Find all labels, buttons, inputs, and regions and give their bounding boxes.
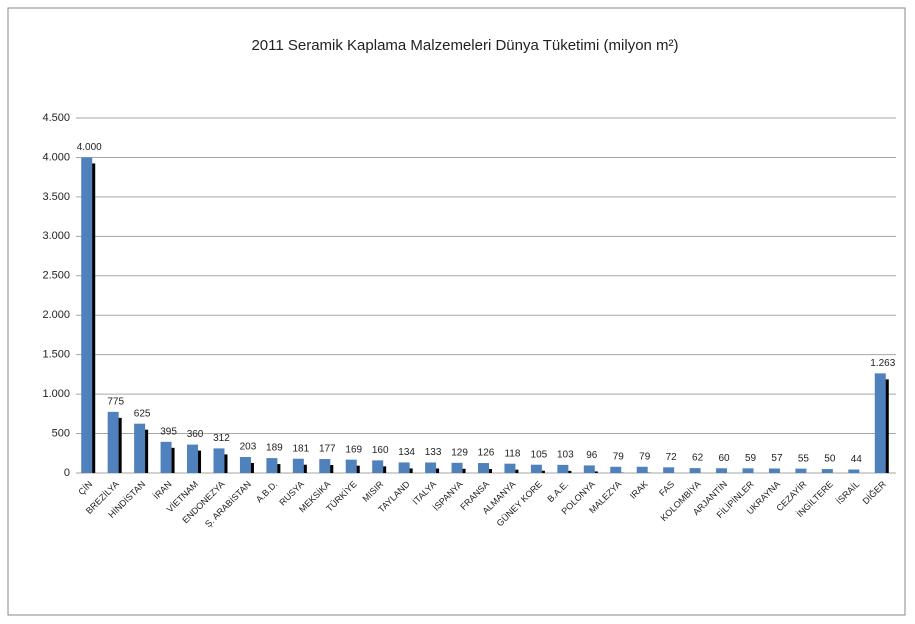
value-label: 1.263	[870, 358, 895, 369]
value-label: 103	[557, 450, 574, 461]
bar	[663, 467, 675, 473]
value-label: 395	[160, 426, 177, 437]
value-label: 57	[771, 453, 783, 464]
bar	[213, 448, 225, 473]
value-label: 118	[504, 448, 520, 459]
value-label: 44	[851, 454, 863, 465]
value-label: 160	[372, 445, 389, 456]
bar	[583, 465, 595, 473]
bar	[319, 459, 331, 473]
bar	[81, 157, 93, 473]
value-label: 105	[531, 449, 548, 460]
bar	[742, 468, 754, 473]
value-label: 62	[692, 453, 704, 464]
value-label: 177	[319, 444, 336, 455]
value-label: 72	[666, 452, 678, 463]
bar	[557, 464, 569, 473]
value-label: 96	[586, 450, 598, 461]
bar	[425, 462, 437, 473]
value-label: 312	[213, 433, 230, 444]
bar	[239, 456, 251, 473]
bar	[187, 444, 199, 473]
value-label: 625	[134, 408, 151, 419]
value-label: 133	[425, 447, 442, 458]
value-label: 181	[292, 443, 309, 454]
y-tick-label: 2.000	[42, 309, 70, 321]
bar	[345, 459, 357, 473]
value-label: 50	[824, 454, 836, 465]
value-label: 79	[613, 451, 625, 462]
y-tick-label: 3.500	[42, 191, 70, 203]
bar	[848, 469, 860, 473]
value-label: 4.000	[77, 142, 102, 153]
bar	[451, 462, 463, 473]
value-label: 59	[745, 453, 757, 464]
value-label: 360	[187, 429, 204, 440]
y-tick-label: 0	[64, 467, 70, 479]
y-tick-label: 3.000	[42, 230, 70, 242]
bar	[398, 462, 410, 473]
bar	[795, 468, 807, 473]
value-label: 169	[345, 444, 362, 455]
value-label: 126	[478, 448, 495, 459]
value-label: 79	[639, 451, 651, 462]
bar	[530, 464, 542, 473]
bar	[689, 468, 701, 473]
value-label: 129	[451, 447, 468, 458]
bar	[160, 441, 172, 473]
bar	[768, 468, 780, 473]
chart-border	[7, 7, 906, 616]
value-label: 55	[798, 453, 810, 464]
value-label: 775	[107, 397, 124, 408]
value-label: 203	[240, 442, 257, 453]
y-tick-label: 500	[52, 427, 70, 439]
y-tick-label: 4.500	[42, 112, 70, 124]
bar	[372, 460, 384, 473]
bar	[504, 463, 516, 473]
bar	[266, 458, 278, 473]
y-tick-label: 2.500	[42, 270, 70, 282]
bar	[821, 469, 833, 473]
value-label: 189	[266, 443, 283, 454]
bar	[716, 468, 728, 473]
y-tick-label: 1.500	[42, 349, 70, 361]
bar	[610, 466, 622, 473]
bar	[478, 463, 489, 473]
y-tick-label: 1.000	[42, 388, 70, 400]
chart-title: 2011 Seramik Kaplama Malzemeleri Dünya T…	[251, 37, 678, 54]
y-tick-label: 4.000	[42, 151, 70, 163]
bar	[134, 423, 146, 473]
bar	[874, 373, 886, 473]
bar	[292, 458, 304, 473]
bar	[107, 411, 119, 473]
value-label: 60	[719, 453, 731, 464]
bar	[636, 466, 648, 473]
value-label: 134	[398, 447, 415, 458]
